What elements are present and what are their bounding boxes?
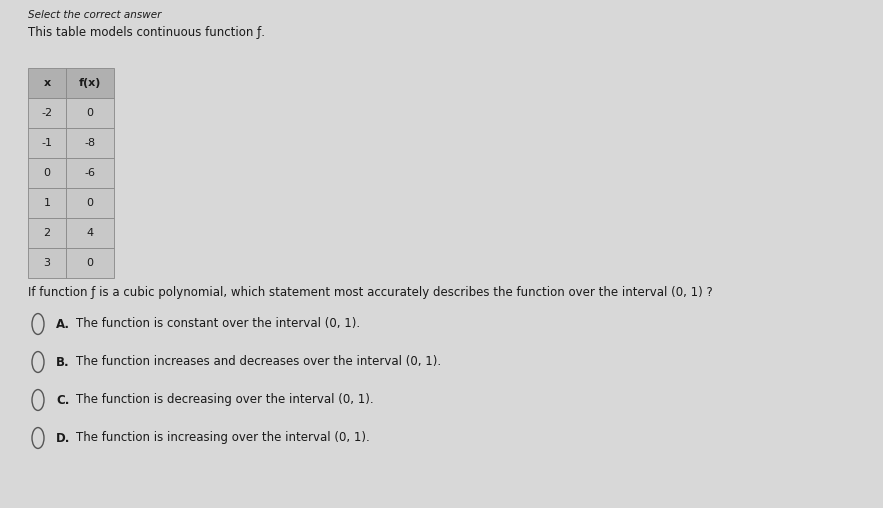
Text: -1: -1: [42, 138, 52, 148]
FancyBboxPatch shape: [66, 218, 114, 248]
Text: 2: 2: [43, 228, 50, 238]
Text: 0: 0: [87, 108, 94, 118]
FancyBboxPatch shape: [28, 248, 66, 278]
FancyBboxPatch shape: [66, 188, 114, 218]
Text: 1: 1: [43, 198, 50, 208]
FancyBboxPatch shape: [28, 158, 66, 188]
Text: -2: -2: [42, 108, 53, 118]
FancyBboxPatch shape: [66, 128, 114, 158]
Text: 0: 0: [43, 168, 50, 178]
Text: Select the correct answer: Select the correct answer: [28, 10, 162, 20]
Text: The function is increasing over the interval (0, 1).: The function is increasing over the inte…: [76, 431, 370, 444]
Text: A.: A.: [56, 318, 70, 331]
Text: B.: B.: [56, 356, 70, 368]
Text: f(x): f(x): [79, 78, 102, 88]
Text: 0: 0: [87, 198, 94, 208]
FancyBboxPatch shape: [28, 68, 66, 98]
Text: This table models continuous function ƒ.: This table models continuous function ƒ.: [28, 26, 265, 39]
Text: 0: 0: [87, 258, 94, 268]
Text: The function is decreasing over the interval (0, 1).: The function is decreasing over the inte…: [76, 394, 374, 406]
Text: -8: -8: [85, 138, 95, 148]
Text: 4: 4: [87, 228, 94, 238]
Text: The function is constant over the interval (0, 1).: The function is constant over the interv…: [76, 318, 360, 331]
Text: The function increases and decreases over the interval (0, 1).: The function increases and decreases ove…: [76, 356, 442, 368]
Text: x: x: [43, 78, 50, 88]
FancyBboxPatch shape: [66, 248, 114, 278]
FancyBboxPatch shape: [28, 188, 66, 218]
Text: 3: 3: [43, 258, 50, 268]
Text: If function ƒ is a cubic polynomial, which statement most accurately describes t: If function ƒ is a cubic polynomial, whi…: [28, 286, 713, 299]
FancyBboxPatch shape: [28, 218, 66, 248]
Text: -6: -6: [85, 168, 95, 178]
FancyBboxPatch shape: [28, 98, 66, 128]
FancyBboxPatch shape: [28, 128, 66, 158]
FancyBboxPatch shape: [66, 158, 114, 188]
Text: D.: D.: [56, 431, 71, 444]
FancyBboxPatch shape: [66, 98, 114, 128]
FancyBboxPatch shape: [66, 68, 114, 98]
Text: C.: C.: [56, 394, 70, 406]
